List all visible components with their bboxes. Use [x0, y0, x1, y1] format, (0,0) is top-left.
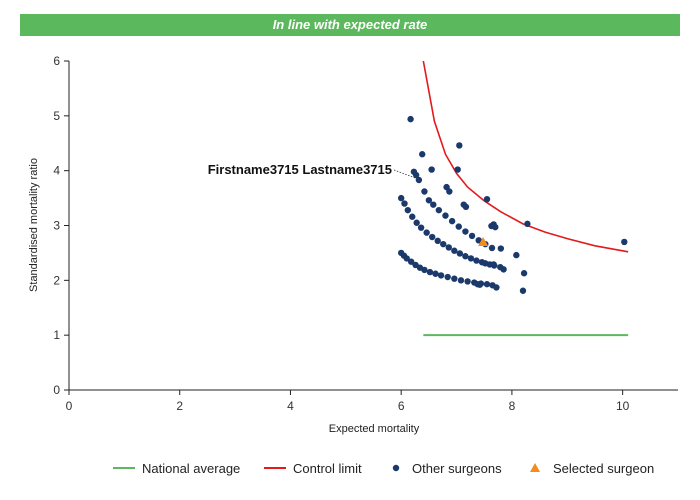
data-point: [464, 278, 471, 285]
data-point: [407, 258, 415, 265]
data-point: [434, 237, 441, 245]
data-point: [488, 244, 496, 252]
axes: 0 1 2 3 4 5 6 0 2 4 6 8 10: [53, 54, 678, 413]
y-tick-label: 2: [53, 273, 60, 287]
legend-label-national-average: National average: [142, 461, 240, 476]
data-point: [455, 223, 462, 230]
y-tick-label: 4: [53, 164, 60, 178]
x-axis-title: Expected mortality: [329, 423, 420, 435]
data-point: [404, 206, 412, 214]
selected-surgeon-point: [478, 236, 489, 246]
chart-banner: In line with expected rate: [20, 14, 680, 36]
x-tick-label: 4: [287, 399, 294, 413]
y-axis-title: Standardised mortality ratio: [28, 158, 40, 292]
legend-swatch-selected-surgeon: [530, 463, 540, 472]
data-point: [435, 206, 443, 214]
data-point: [415, 176, 423, 184]
data-point: [483, 195, 491, 203]
x-tick-label: 8: [509, 399, 516, 413]
x-tick-label: 2: [176, 399, 183, 413]
data-point: [440, 240, 447, 248]
data-point: [490, 261, 497, 268]
data-point: [492, 223, 499, 231]
data-point: [425, 197, 433, 204]
data-point: [457, 277, 465, 284]
legend-label-other-surgeons: Other surgeons: [412, 461, 502, 476]
data-point: [448, 217, 456, 225]
y-tick-label: 0: [53, 383, 60, 397]
data-point: [451, 275, 458, 282]
data-point: [409, 213, 416, 220]
y-tick-label: 1: [53, 328, 60, 342]
data-point: [426, 268, 434, 276]
x-tick-label: 6: [398, 399, 405, 413]
data-point: [524, 220, 531, 228]
data-point: [432, 270, 439, 277]
data-point: [476, 281, 483, 288]
annotation: Firstname3715 Lastname3715: [208, 162, 418, 180]
series-line-control-limit: [422, 60, 629, 253]
data-point: [621, 238, 628, 246]
data-point: [403, 255, 410, 262]
y-tick-label: 6: [53, 54, 60, 68]
data-point: [423, 229, 430, 236]
data-point: [462, 228, 469, 235]
annotation-label: Firstname3715 Lastname3715: [208, 162, 392, 177]
chart-marks: [397, 60, 629, 337]
data-point: [456, 250, 464, 257]
data-point: [493, 284, 500, 291]
data-point: [430, 201, 437, 208]
y-tick-label: 3: [53, 219, 60, 233]
data-point: [467, 255, 475, 262]
x-tick-label: 10: [616, 399, 630, 413]
data-point: [475, 237, 482, 244]
data-point: [456, 142, 463, 149]
data-point: [442, 212, 449, 219]
data-point: [497, 245, 505, 252]
data-point: [401, 200, 408, 207]
data-point: [513, 251, 520, 259]
data-point: [451, 247, 458, 254]
x-tick-label: 0: [66, 399, 73, 413]
data-point: [419, 151, 426, 158]
data-point: [462, 253, 469, 260]
data-point: [473, 257, 480, 264]
data-point: [483, 280, 491, 288]
data-point: [397, 194, 405, 202]
data-point: [437, 272, 445, 279]
data-point: [445, 244, 452, 251]
data-point: [407, 115, 414, 123]
legend-label-selected-surgeon: Selected surgeon: [553, 461, 654, 476]
data-point: [444, 273, 451, 281]
data-point: [428, 166, 435, 173]
y-tick-label: 5: [53, 109, 60, 123]
data-point: [500, 266, 507, 273]
legend-label-control-limit: Control limit: [293, 461, 362, 476]
data-point: [520, 270, 528, 277]
data-point: [468, 232, 476, 240]
annotation-leader: [393, 169, 418, 180]
data-point: [454, 166, 461, 173]
data-point: [417, 224, 425, 231]
data-point: [421, 188, 428, 195]
data-point: [428, 233, 436, 241]
legend-swatch-other-surgeons: [392, 464, 400, 472]
legend: National average Control limit Other surge…: [113, 461, 654, 476]
data-point: [462, 203, 470, 211]
data-point: [519, 287, 527, 294]
data-point: [413, 219, 420, 226]
data-point: [446, 188, 453, 195]
data-point: [412, 171, 420, 179]
data-point: [421, 266, 428, 274]
